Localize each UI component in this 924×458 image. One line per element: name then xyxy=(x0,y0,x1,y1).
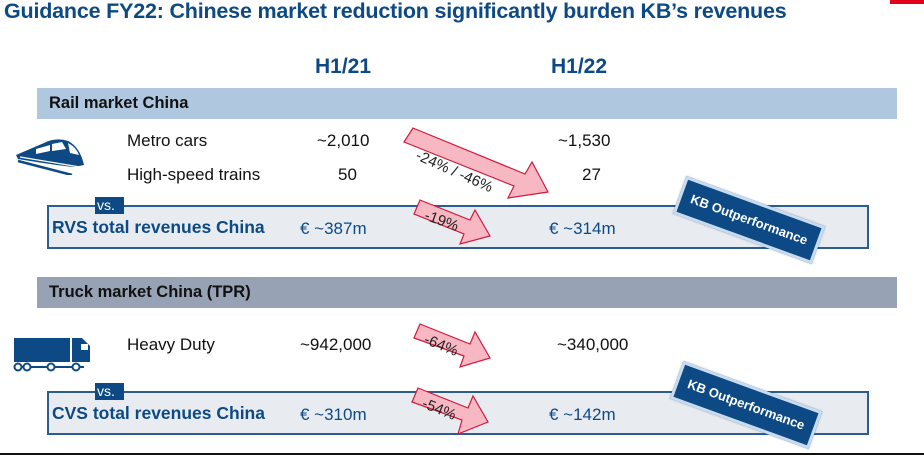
rail-row-label: High-speed trains xyxy=(127,165,261,184)
decline-arrow-icon xyxy=(403,127,549,199)
kb-outperformance-badge: KB Outperformance xyxy=(672,175,826,265)
truck-icon xyxy=(13,338,90,372)
rail-row-h1-22: 27 xyxy=(582,165,601,184)
cvs-revenue-h1-22: € ~142m xyxy=(549,405,616,424)
page-title: Guidance FY22: Chinese market reduction … xyxy=(4,0,787,23)
column-header-h1-21: H1/21 xyxy=(315,55,372,78)
rvs-revenue-label: RVS total revenues China xyxy=(52,217,265,237)
truck-row-h1-21: ~942,000 xyxy=(300,335,372,354)
rvs-revenue-h1-22: € ~314m xyxy=(549,219,616,238)
rail-row-label: Metro cars xyxy=(127,131,208,150)
rail-section-header: Rail market China xyxy=(37,88,897,119)
cvs-revenue-h1-21: € ~310m xyxy=(300,405,367,424)
rail-row-h1-21: ~2,010 xyxy=(317,131,370,150)
rail-row-h1-22: ~1,530 xyxy=(558,131,611,150)
truck-row-label: Heavy Duty xyxy=(127,335,215,354)
train-icon xyxy=(16,139,84,175)
decline-arrow-icon xyxy=(413,199,491,245)
vs-tag: vs. xyxy=(95,383,124,400)
cvs-revenue-label: CVS total revenues China xyxy=(52,403,265,423)
kb-outperformance-badge: KB Outperformance xyxy=(669,360,823,450)
bottom-divider xyxy=(0,453,924,455)
truck-section-header: Truck market China (TPR) xyxy=(37,277,897,308)
truck-row-h1-22: ~340,000 xyxy=(557,335,629,354)
rail-row-h1-21: 50 xyxy=(338,165,357,184)
brand-accent-bar xyxy=(890,0,924,4)
rvs-revenue-h1-21: € ~387m xyxy=(300,219,367,238)
column-header-h1-22: H1/22 xyxy=(551,55,608,78)
decline-arrow-icon xyxy=(411,387,489,436)
decline-arrow-icon xyxy=(413,323,491,368)
vs-tag: vs. xyxy=(95,197,124,214)
